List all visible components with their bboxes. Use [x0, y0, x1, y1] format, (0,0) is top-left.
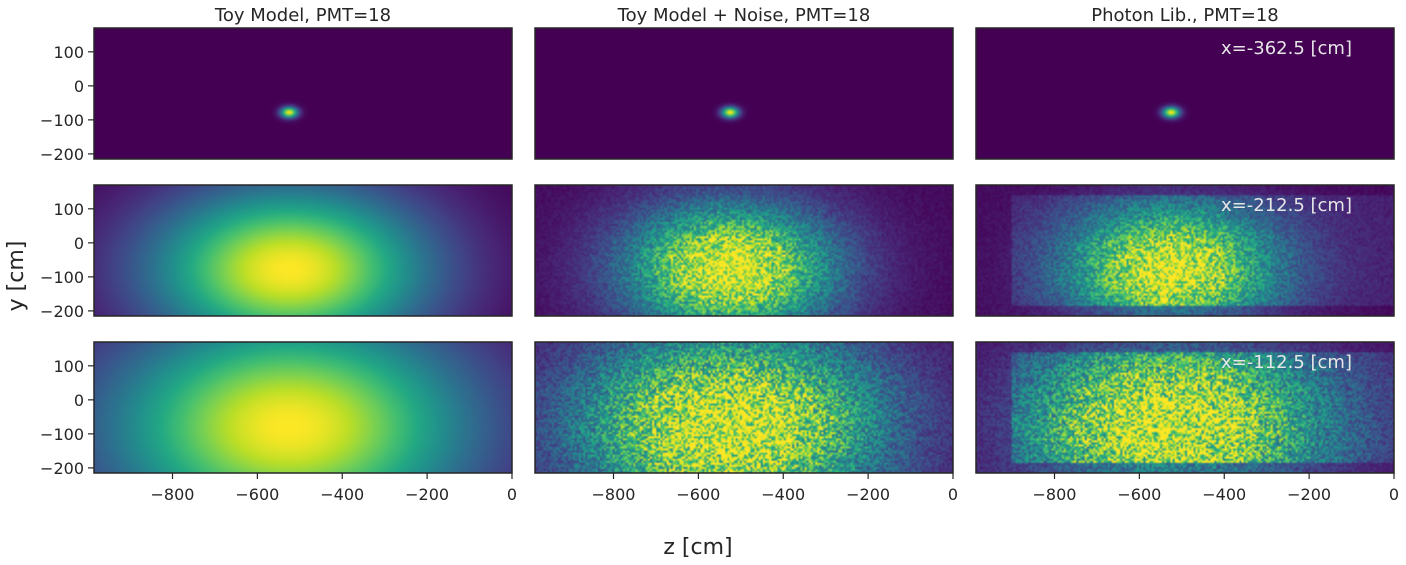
- x-tick-label: −600: [1117, 485, 1161, 504]
- x-tick-label: −600: [676, 485, 720, 504]
- panel-frame: [534, 341, 954, 474]
- heatmap-image: [535, 342, 953, 473]
- y-tick-label: 0: [74, 77, 84, 96]
- heatmap-panel-r2-c0: 100 0 −100 −200 −800 −600 −400 −200 0: [40, 341, 517, 504]
- x-tick-label: −800: [151, 485, 195, 504]
- y-tick-label: −200: [40, 459, 84, 478]
- heatmap-panel-r1-c1: [534, 184, 954, 317]
- panel-frame: [975, 27, 1395, 160]
- heatmap-panel-r2-c2: −800 −600 −400 −200 0 x=-112.5 [cm]: [975, 341, 1399, 504]
- row-annotation: x=-362.5 [cm]: [1221, 38, 1352, 59]
- heatmap-image: [94, 185, 512, 316]
- x-tick-label: −800: [592, 485, 636, 504]
- y-tick-label: 0: [74, 234, 84, 253]
- heatmap-panel-r1-c0: 100 0 −100 −200: [40, 184, 513, 321]
- y-tick-label: 0: [74, 391, 84, 410]
- panel-frame: [93, 341, 513, 474]
- heatmap-panel-r0-c1: [534, 27, 954, 160]
- heatmap-image: [535, 185, 953, 316]
- y-tick-label: −100: [40, 111, 84, 130]
- heatmap-panel-r2-c1: −800 −600 −400 −200 0: [534, 341, 958, 504]
- panel-frame: [534, 27, 954, 160]
- column-title-1: Toy Model + Noise, PMT=18: [617, 5, 871, 26]
- row-annotation: x=-112.5 [cm]: [1221, 352, 1352, 373]
- y-tick-label: 100: [53, 200, 84, 219]
- heatmap-image: [976, 185, 1394, 316]
- x-tick-label: −200: [846, 485, 890, 504]
- y-tick-label: −200: [40, 145, 84, 164]
- heatmap-panel-r0-c2: x=-362.5 [cm]: [975, 27, 1395, 160]
- heatmap-image: [94, 342, 512, 473]
- x-tick-label: 0: [507, 485, 517, 504]
- heatmap-image: [976, 28, 1394, 159]
- x-tick-label: −400: [320, 485, 364, 504]
- x-tick-label: 0: [1389, 485, 1399, 504]
- panel-frame: [93, 27, 513, 160]
- y-tick-label: 100: [53, 43, 84, 62]
- panels-grid: 100 0 −100 −200 x=-362.5 [cm] 100 0 −100 −200 x=-…: [40, 27, 1399, 504]
- panel-frame: [975, 184, 1395, 317]
- x-tick-label: −200: [405, 485, 449, 504]
- panel-frame: [975, 341, 1395, 474]
- heatmap-image: [976, 342, 1394, 473]
- panel-frame: [93, 184, 513, 317]
- y-tick-label: −100: [40, 425, 84, 444]
- y-tick-label: −200: [40, 302, 84, 321]
- x-tick-label: −400: [1202, 485, 1246, 504]
- column-title-0: Toy Model, PMT=18: [214, 5, 391, 26]
- y-tick-label: −100: [40, 268, 84, 287]
- x-tick-label: −200: [1287, 485, 1331, 504]
- x-axis-label: z [cm]: [663, 535, 732, 560]
- x-tick-label: −600: [235, 485, 279, 504]
- heatmap-image: [535, 28, 953, 159]
- heatmap-panel-r0-c0: 100 0 −100 −200: [40, 27, 513, 164]
- heatmap-image: [94, 28, 512, 159]
- y-tick-label: 100: [53, 357, 84, 376]
- column-title-2: Photon Lib., PMT=18: [1091, 5, 1278, 26]
- row-annotation: x=-212.5 [cm]: [1221, 195, 1352, 216]
- panel-frame: [534, 184, 954, 317]
- heatmap-panel-r1-c2: x=-212.5 [cm]: [975, 184, 1395, 317]
- x-tick-label: −400: [761, 485, 805, 504]
- x-tick-label: −800: [1033, 485, 1077, 504]
- y-axis-label: y [cm]: [4, 241, 29, 312]
- x-tick-label: 0: [948, 485, 958, 504]
